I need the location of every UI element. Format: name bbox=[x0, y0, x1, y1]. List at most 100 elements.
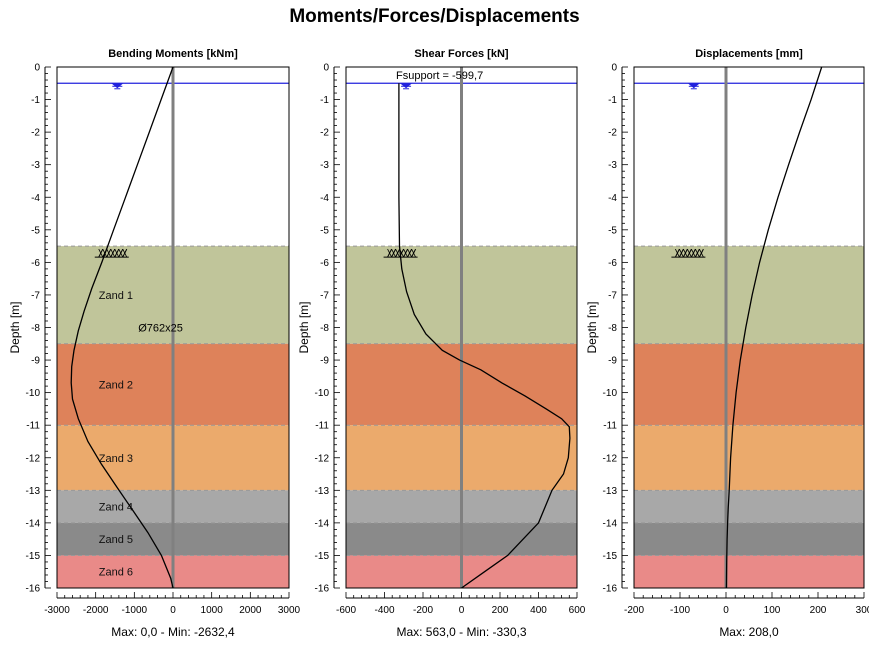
chart-panel-2: Shear Forces [kN] 0 -1 -2 -3 -4 -5 -6 -7 -8 -9 -10 -… bbox=[297, 48, 586, 639]
panel-title: Bending Moments [kNm] bbox=[108, 48, 238, 60]
y-tick-label: -11 bbox=[315, 421, 329, 432]
y-tick-label: -7 bbox=[320, 290, 329, 301]
y-tick-label: 0 bbox=[323, 63, 329, 74]
x-tick-label: 100 bbox=[764, 605, 781, 616]
soil-layer bbox=[634, 555, 864, 588]
y-tick-label: -6 bbox=[320, 258, 329, 269]
x-tick-label: 300 bbox=[856, 605, 869, 616]
y-tick-label: -6 bbox=[608, 258, 617, 269]
x-tick-label: 0 bbox=[723, 605, 729, 616]
x-tick-label: -3000 bbox=[44, 605, 70, 616]
y-tick-label: -14 bbox=[26, 518, 41, 529]
water-level-icon bbox=[400, 83, 413, 90]
y-tick-label: -12 bbox=[603, 453, 618, 464]
x-tick-label: 3000 bbox=[278, 605, 301, 616]
x-tick-label: 0 bbox=[459, 605, 465, 616]
y-tick-label: -14 bbox=[603, 518, 618, 529]
y-axis-label: Depth [m] bbox=[585, 301, 599, 353]
ground-level-hatch-icon bbox=[671, 248, 706, 258]
y-tick-label: -16 bbox=[26, 584, 41, 595]
y-tick-label: -5 bbox=[320, 225, 329, 236]
y-tick-label: -15 bbox=[603, 551, 618, 562]
panel-footer: Max: 563,0 - Min: -330,3 bbox=[396, 625, 526, 639]
layer-label: Zand 3 bbox=[99, 453, 133, 465]
x-tick-label: 600 bbox=[569, 605, 586, 616]
layer-label: Zand 6 bbox=[99, 567, 133, 579]
x-tick-label: -200 bbox=[624, 605, 644, 616]
panel-footer: Max: 208,0 bbox=[719, 625, 779, 639]
layer-label: Zand 2 bbox=[99, 379, 133, 391]
y-tick-label: -13 bbox=[603, 486, 618, 497]
x-tick-label: 200 bbox=[492, 605, 509, 616]
x-tick-label: 1000 bbox=[201, 605, 224, 616]
y-tick-label: -3 bbox=[320, 160, 329, 171]
y-tick-label: -13 bbox=[26, 486, 41, 497]
y-tick-label: -3 bbox=[608, 160, 617, 171]
y-tick-label: -11 bbox=[603, 421, 617, 432]
y-tick-label: -1 bbox=[320, 95, 329, 106]
y-tick-label: -8 bbox=[608, 323, 617, 334]
y-tick-label: -3 bbox=[31, 160, 40, 171]
x-tick-label: -200 bbox=[413, 605, 433, 616]
x-tick-label: 400 bbox=[530, 605, 547, 616]
y-tick-label: -15 bbox=[315, 551, 330, 562]
series-line bbox=[725, 66, 823, 589]
y-tick-label: -1 bbox=[31, 95, 40, 106]
panel-footer: Max: 0,0 - Min: -2632,4 bbox=[111, 625, 235, 639]
y-tick-label: -4 bbox=[608, 193, 617, 204]
water-level-icon bbox=[111, 83, 124, 90]
x-tick-label: -1000 bbox=[122, 605, 148, 616]
y-tick-label: 0 bbox=[611, 63, 617, 74]
x-tick-label: 200 bbox=[810, 605, 827, 616]
y-tick-label: -14 bbox=[315, 518, 330, 529]
x-tick-label: -100 bbox=[670, 605, 690, 616]
chart-panel-3: Displacements [mm] 0 -1 -2 -3 -4 -5 -6 -7 -8 -9 -10… bbox=[585, 48, 869, 639]
y-tick-label: -8 bbox=[31, 323, 40, 334]
layer-label: Zand 5 bbox=[99, 534, 133, 546]
y-tick-label: -16 bbox=[315, 584, 330, 595]
series-line bbox=[398, 83, 571, 589]
water-level-icon bbox=[687, 83, 700, 90]
x-tick-label: -400 bbox=[374, 605, 394, 616]
layer-label: Zand 1 bbox=[99, 290, 133, 302]
soil-layer bbox=[634, 490, 864, 523]
y-tick-label: -16 bbox=[603, 584, 618, 595]
y-tick-label: -11 bbox=[26, 421, 40, 432]
y-axis-label: Depth [m] bbox=[297, 301, 311, 353]
series-line bbox=[70, 66, 174, 589]
pile-profile-label: Ø762x25 bbox=[138, 323, 183, 335]
y-tick-label: -12 bbox=[315, 453, 330, 464]
y-tick-label: 0 bbox=[34, 63, 40, 74]
x-tick-label: 2000 bbox=[239, 605, 262, 616]
y-tick-label: -10 bbox=[26, 388, 41, 399]
y-tick-label: -1 bbox=[608, 95, 617, 106]
x-tick-label: 0 bbox=[170, 605, 176, 616]
y-axis: 0 -1 -2 -3 -4 -5 -6 -7 -8 -9 -10 -11 -12 -13 -14 -15 -16… bbox=[8, 63, 51, 595]
y-tick-label: -7 bbox=[31, 290, 40, 301]
x-axis: -600 -400 -200 0 200 400 600 bbox=[336, 592, 586, 616]
y-tick-label: -10 bbox=[315, 388, 330, 399]
y-tick-label: -5 bbox=[608, 225, 617, 236]
panel-title: Displacements [mm] bbox=[695, 48, 803, 60]
y-tick-label: -12 bbox=[26, 453, 41, 464]
x-tick-label: -600 bbox=[336, 605, 356, 616]
y-tick-label: -15 bbox=[26, 551, 41, 562]
y-tick-label: -2 bbox=[320, 128, 329, 139]
y-tick-label: -4 bbox=[320, 193, 329, 204]
x-tick-label: -2000 bbox=[83, 605, 109, 616]
x-axis: -3000 -2000 -1000 0 1000 2000 3000 bbox=[44, 592, 301, 616]
chart-panel-1: Zand 1 Zand 2 Zand 3 Zand 4 Zand 5 Zand 6 Bend… bbox=[8, 48, 301, 639]
y-tick-label: -4 bbox=[31, 193, 40, 204]
ground-level-hatch-icon bbox=[94, 248, 129, 258]
soil-layer bbox=[634, 522, 864, 556]
y-tick-label: -9 bbox=[608, 356, 617, 367]
y-tick-label: -2 bbox=[31, 128, 40, 139]
y-tick-label: -2 bbox=[608, 128, 617, 139]
y-axis-label: Depth [m] bbox=[8, 301, 22, 353]
layer-label: Zand 4 bbox=[99, 502, 133, 514]
figure-title: Moments/Forces/Displacements bbox=[289, 6, 580, 27]
y-tick-label: -10 bbox=[603, 388, 618, 399]
soil-layer bbox=[634, 343, 864, 426]
soil-layer bbox=[634, 425, 864, 491]
